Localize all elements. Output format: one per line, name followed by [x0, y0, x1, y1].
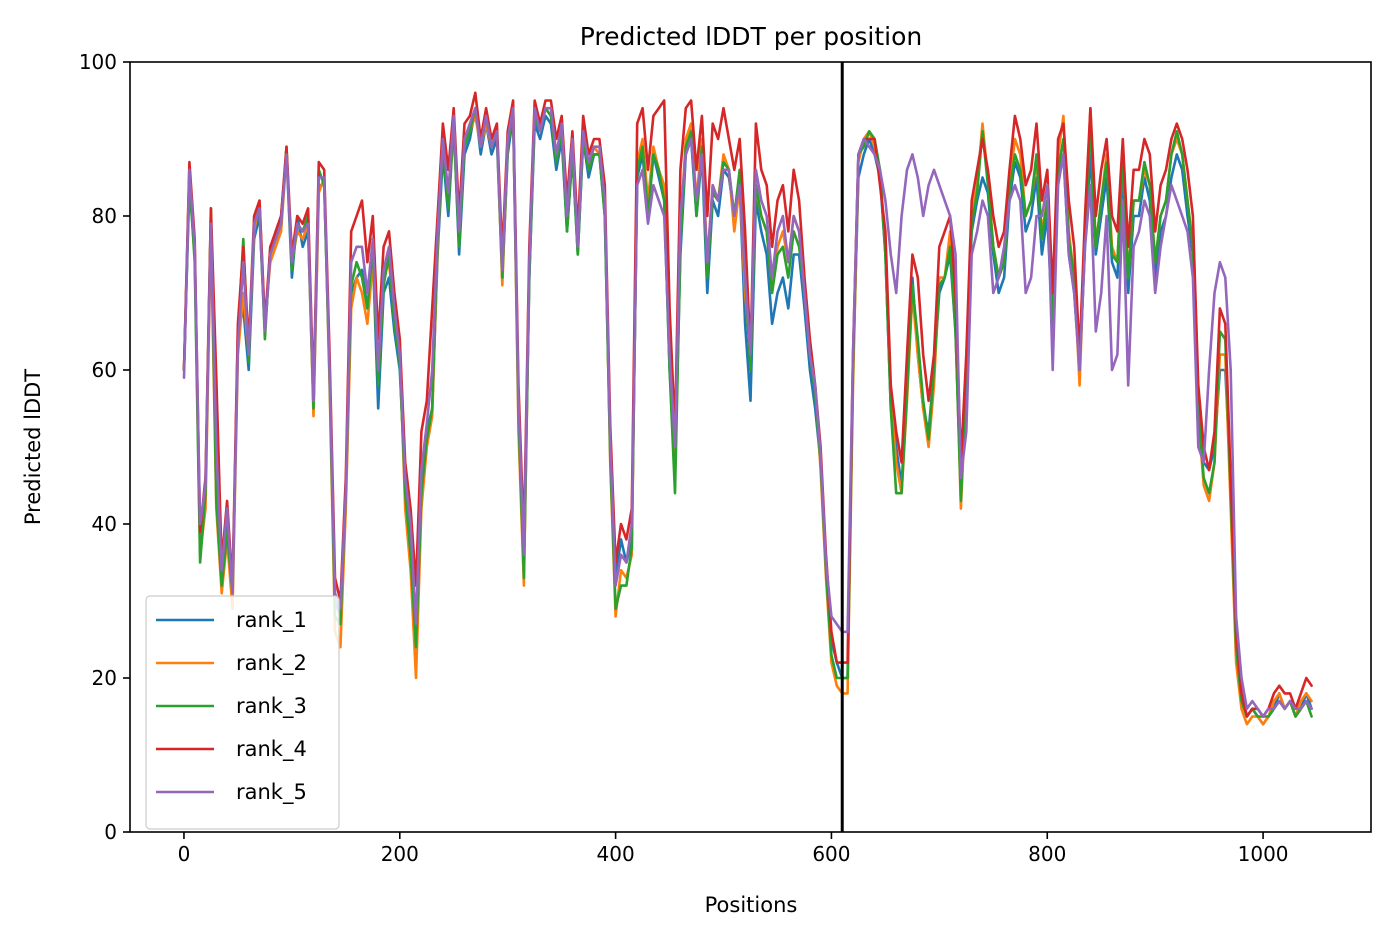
legend-label: rank_5 [236, 780, 307, 805]
x-tick-label: 0 [178, 842, 191, 866]
x-tick-label: 800 [1028, 842, 1066, 866]
chart-title: Predicted lDDT per position [580, 22, 922, 51]
y-tick-label: 20 [92, 666, 117, 690]
legend-entry: rank_4 [156, 737, 307, 762]
y-tick-label: 40 [92, 512, 117, 536]
y-tick-label: 100 [79, 50, 117, 74]
legend-entry: rank_5 [156, 780, 307, 805]
x-tick-label: 1000 [1238, 842, 1289, 866]
legend-box [145, 595, 340, 830]
y-tick-label: 80 [92, 204, 117, 228]
x-axis: 0 200 400 600 800 1000 [178, 832, 1289, 866]
plot-lines [182, 91, 1313, 726]
y-tick-label: 60 [92, 358, 117, 382]
legend-label: rank_1 [236, 608, 307, 633]
legend-entry: rank_1 [156, 608, 307, 633]
legend: rank_1 rank_2 rank_3 rank_4 rank_5 [145, 595, 340, 830]
x-axis-label: Positions [705, 893, 798, 917]
x-tick-label: 600 [812, 842, 850, 866]
y-axis: 0 20 40 60 80 100 [79, 50, 130, 844]
legend-label: rank_2 [236, 651, 307, 676]
y-tick-label: 0 [104, 820, 117, 844]
x-tick-label: 400 [597, 842, 635, 866]
axes-frame [129, 61, 1372, 833]
legend-entry: rank_3 [156, 694, 307, 719]
series-line-rank-5 [182, 106, 1313, 718]
legend-label: rank_4 [236, 737, 307, 762]
series-line-rank-4 [182, 91, 1313, 718]
legend-label: rank_3 [236, 694, 307, 719]
legend-entry: rank_2 [156, 651, 307, 676]
x-tick-label: 200 [381, 842, 419, 866]
y-axis-label: Predicted lDDT [21, 369, 45, 525]
